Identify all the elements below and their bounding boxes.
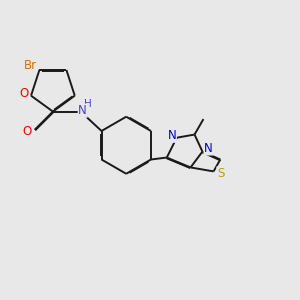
Text: O: O [19,87,28,100]
Text: N: N [78,104,87,117]
Text: N: N [168,129,176,142]
Text: N: N [204,142,213,155]
Text: O: O [22,125,32,138]
Text: S: S [217,167,224,180]
Text: H: H [84,99,92,110]
Text: Br: Br [24,59,37,72]
